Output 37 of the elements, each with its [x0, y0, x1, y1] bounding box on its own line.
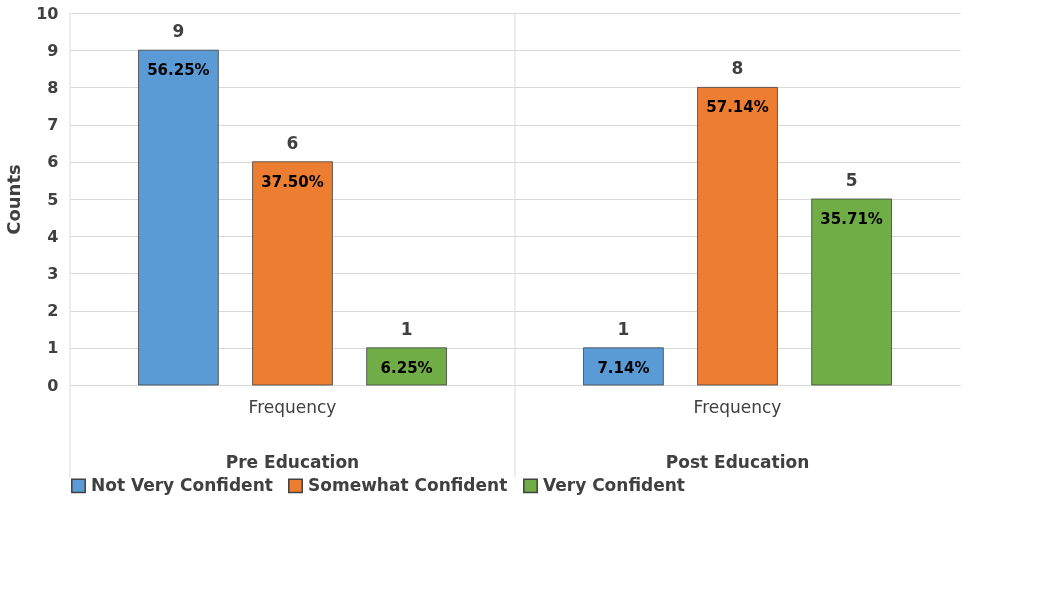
x-tick-label: Frequency	[693, 396, 782, 417]
annotation: 56.25%	[147, 61, 210, 80]
legend-label: Very Confident	[543, 474, 685, 495]
y-tick-label: 4	[47, 226, 59, 246]
legend-label: Somewhat Confident	[308, 474, 508, 495]
data-label: 6	[286, 132, 299, 153]
data-label: 1	[400, 318, 413, 339]
data-label: 1	[617, 318, 630, 339]
bar	[366, 347, 447, 386]
data-label: 8	[731, 58, 744, 79]
text: Pre Education	[225, 452, 360, 472]
annotation: 7.14%	[597, 358, 650, 377]
y-axis-title: Counts	[3, 164, 25, 235]
y-tick-label: 6	[47, 152, 59, 172]
y-tick-label: 0	[47, 375, 59, 395]
data-label: 9	[172, 21, 185, 42]
y-tick-label: 10	[36, 3, 59, 23]
bar	[583, 347, 664, 386]
data-label: 5	[845, 170, 858, 190]
annotation: 35.71%	[820, 210, 883, 228]
text: Post Education	[665, 452, 810, 472]
y-tick-label: 2	[47, 301, 59, 321]
y-tick-label: 3	[47, 263, 59, 283]
annotation: 57.14%	[706, 98, 769, 117]
y-tick-label: 5	[47, 189, 59, 209]
bar	[697, 87, 778, 386]
annotation: 6.25%	[380, 358, 433, 377]
bar	[138, 49, 219, 386]
annotation: 37.50%	[261, 172, 324, 191]
bar	[811, 198, 892, 386]
legend-label: Not Very Confident	[91, 474, 273, 495]
y-tick-label: 7	[47, 115, 59, 135]
y-tick-label: 8	[47, 77, 59, 97]
x-tick-label: Frequency	[248, 396, 337, 417]
bar	[252, 161, 333, 386]
y-tick-label: 9	[47, 40, 59, 60]
y-tick-label: 1	[47, 338, 59, 358]
